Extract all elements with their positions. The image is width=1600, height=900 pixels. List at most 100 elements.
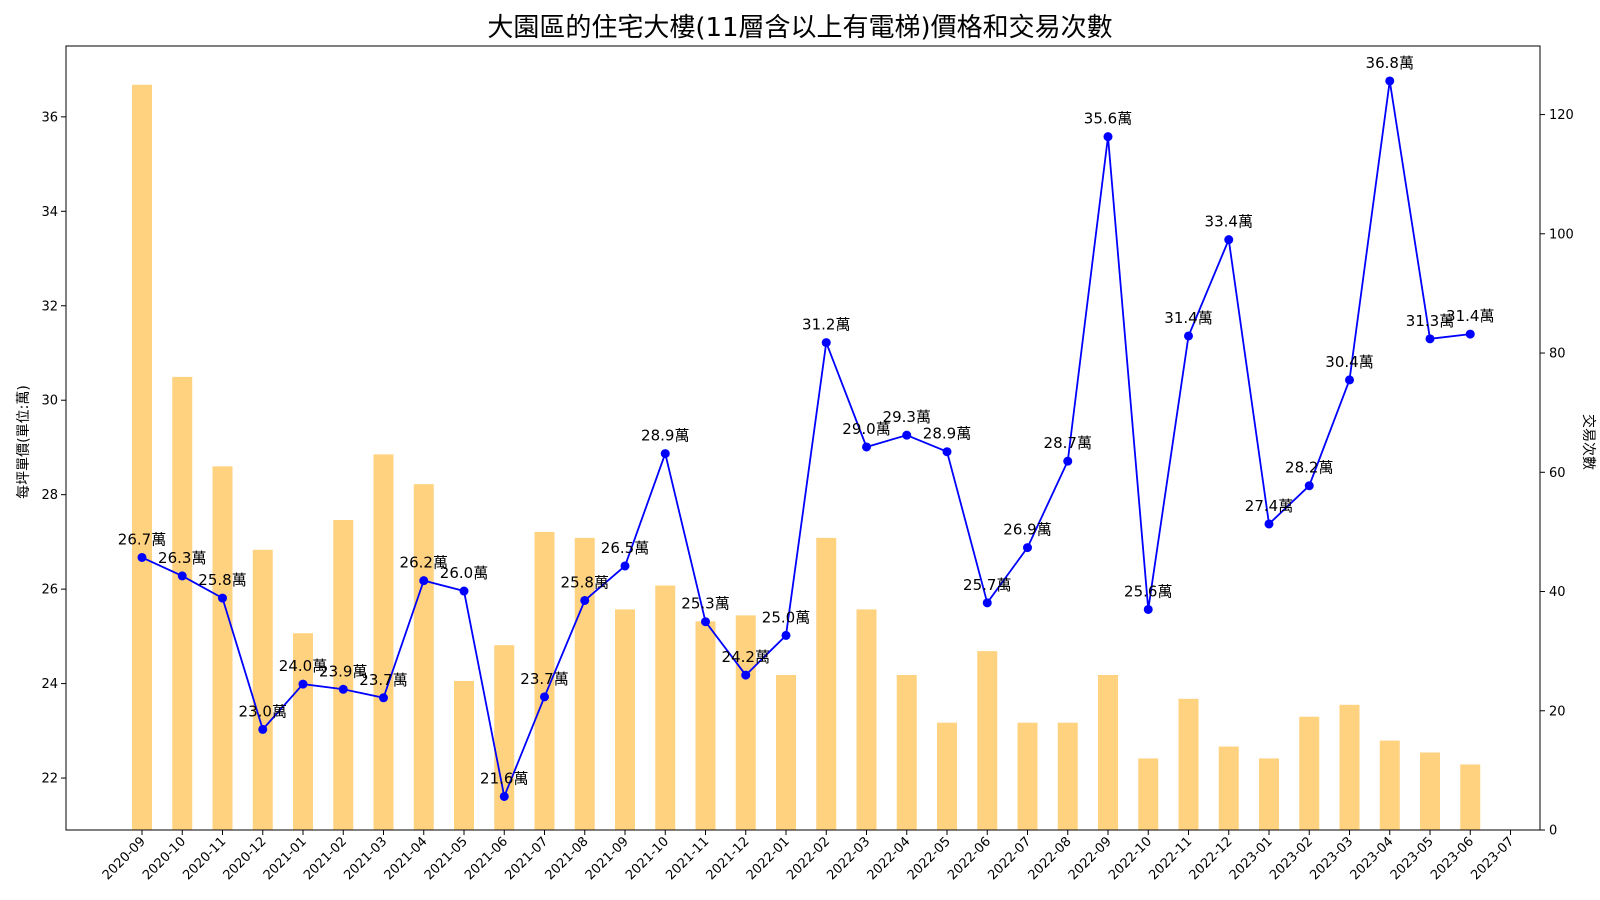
chart-title: 大園區的住宅大樓(11層含以上有電梯)價格和交易次數 — [487, 13, 1112, 43]
data-label: 31.3萬 — [1406, 312, 1454, 330]
bar-series — [132, 84, 1481, 830]
data-label: 25.6萬 — [1124, 582, 1172, 600]
data-label: 29.3萬 — [883, 408, 931, 426]
x-tick-label: 2022-09 — [1066, 834, 1115, 883]
x-tick-label: 2023-04 — [1348, 834, 1397, 883]
x-tick-label: 2023-02 — [1267, 834, 1316, 883]
y-tick-label-left: 24 — [41, 677, 58, 692]
y-tick-label-left: 28 — [41, 488, 58, 503]
y-tick-label-left: 32 — [41, 299, 58, 314]
bar — [1057, 722, 1078, 830]
price-point — [298, 679, 308, 689]
data-label: 24.0萬 — [279, 657, 327, 675]
data-label: 25.3萬 — [681, 595, 729, 613]
x-tick-label: 2022-02 — [784, 834, 833, 883]
x-tick-label: 2023-03 — [1307, 834, 1356, 883]
bar — [615, 609, 635, 830]
price-point — [1184, 331, 1193, 341]
price-point — [1304, 481, 1314, 491]
x-tick-label: 2021-06 — [462, 834, 511, 883]
bar — [896, 674, 917, 830]
y-tick-label-right: 120 — [1549, 108, 1574, 123]
x-tick-label: 2021-10 — [623, 834, 672, 883]
data-label: 26.5萬 — [601, 539, 649, 557]
data-label: 28.9萬 — [641, 427, 689, 445]
data-label: 25.8萬 — [198, 571, 246, 589]
y-axis-label-right: 交易次數 — [1580, 414, 1597, 470]
price-point — [1063, 456, 1073, 466]
data-label: 36.8萬 — [1366, 54, 1414, 72]
y-tick-label-right: 60 — [1549, 466, 1566, 481]
price-point — [580, 595, 590, 605]
x-tick-label: 2021-02 — [301, 834, 350, 883]
x-tick-label: 2021-05 — [422, 834, 471, 883]
data-label: 31.4萬 — [1446, 307, 1494, 325]
bar — [252, 549, 273, 830]
plot-frame — [65, 45, 1541, 831]
data-label: 28.9萬 — [923, 425, 971, 443]
data-label: 26.2萬 — [400, 554, 448, 572]
bar — [172, 376, 193, 830]
x-tick-label: 2020-11 — [180, 834, 229, 883]
data-label: 26.0萬 — [440, 564, 488, 582]
x-tick-label: 2023-06 — [1428, 834, 1477, 883]
price-point — [379, 693, 388, 703]
bar — [776, 674, 796, 830]
y-tick-label-right: 40 — [1549, 585, 1566, 600]
price-point — [821, 338, 831, 348]
price-point — [218, 593, 227, 603]
data-label: 35.6萬 — [1084, 110, 1132, 128]
price-point — [902, 430, 912, 440]
price-point — [862, 442, 871, 452]
bar — [977, 651, 998, 830]
data-label: 26.7萬 — [118, 530, 166, 548]
bar — [1178, 698, 1199, 830]
x-tick-label: 2021-07 — [502, 834, 551, 883]
bar — [1017, 722, 1038, 830]
y-tick-label-left: 30 — [41, 394, 58, 409]
data-label: 33.4萬 — [1205, 213, 1253, 231]
data-label: 26.3萬 — [158, 549, 206, 567]
data-label: 29.0萬 — [842, 420, 890, 438]
bar — [1218, 746, 1239, 830]
bar — [1379, 740, 1400, 830]
price-point — [1465, 329, 1475, 339]
x-tick-label: 2023-05 — [1388, 834, 1437, 883]
price-point — [499, 791, 509, 801]
price-point — [1023, 543, 1032, 553]
y-axis-label-left: 每坪單價(單位:萬) — [15, 385, 32, 499]
y-tick-label-left: 34 — [41, 205, 58, 220]
bar — [695, 621, 716, 830]
price-point — [1103, 132, 1113, 142]
bar — [1460, 764, 1481, 830]
bar — [1259, 758, 1279, 830]
x-tick-label: 2022-12 — [1187, 834, 1236, 883]
bar — [655, 585, 676, 830]
bar — [494, 645, 515, 830]
y-tick-label-right: 0 — [1549, 824, 1557, 839]
x-tick-label: 2022-07 — [985, 834, 1034, 883]
x-tick-label: 2022-01 — [744, 834, 793, 883]
data-label: 23.0萬 — [239, 702, 287, 720]
x-tick-label: 2022-08 — [1026, 834, 1075, 883]
bar — [413, 484, 434, 830]
bar — [816, 537, 837, 830]
y-tick-label-right: 100 — [1549, 227, 1574, 242]
x-tick-label: 2022-05 — [905, 834, 954, 883]
bar — [1420, 752, 1440, 830]
price-point — [741, 670, 751, 680]
price-point — [1224, 235, 1234, 245]
price-point — [701, 617, 710, 627]
data-label: 24.2萬 — [722, 648, 770, 666]
bar — [373, 454, 394, 830]
bar — [1339, 704, 1360, 830]
data-label: 23.7萬 — [359, 671, 407, 689]
x-tick-label: 2023-07 — [1468, 834, 1517, 883]
y-tick-label-left: 26 — [41, 583, 58, 598]
bar — [1299, 716, 1320, 830]
price-point — [338, 684, 348, 694]
x-tick-label: 2021-08 — [543, 834, 592, 883]
price-point — [258, 724, 268, 734]
bar — [212, 466, 233, 830]
